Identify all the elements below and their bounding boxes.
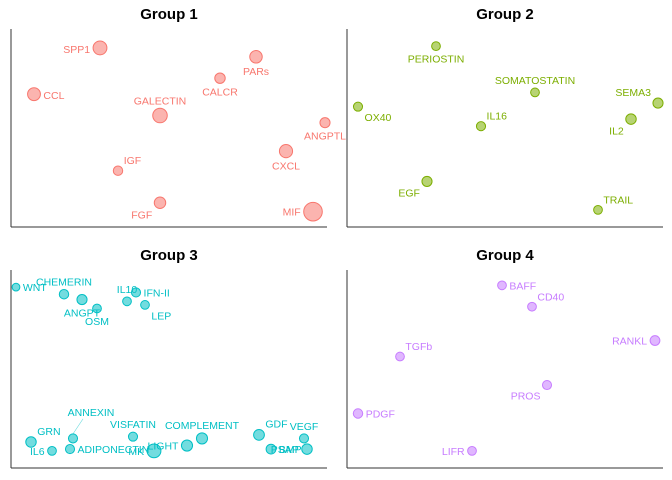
point-lep	[140, 300, 150, 310]
point-label: SPP1	[63, 44, 90, 56]
point-label: CCL	[43, 90, 64, 102]
point-adiponectin	[64, 444, 76, 455]
point-label: PROS	[511, 391, 541, 403]
point-pars	[249, 50, 263, 64]
point-label: OX40	[365, 112, 392, 124]
point-lifr	[467, 446, 477, 456]
point-galectin	[152, 107, 168, 124]
point-vegf	[298, 433, 310, 444]
point-fgf	[153, 196, 167, 209]
point-label: ADIPONECTIN	[78, 444, 150, 456]
point-label: MK	[128, 446, 144, 458]
point-label: RANKL	[612, 336, 647, 348]
point-light	[180, 439, 194, 452]
point-ccl	[27, 87, 41, 102]
point-label: SOMATOSTATIN	[495, 75, 575, 87]
point-label: GRN	[37, 426, 60, 438]
point-annexin	[67, 433, 79, 444]
point-pdgf	[352, 408, 364, 419]
point-label: CXCL	[272, 161, 300, 173]
panel-title: Group 2	[476, 6, 534, 23]
point-rankl	[649, 335, 661, 346]
point-gdf	[253, 428, 265, 441]
point-egf	[421, 175, 433, 187]
point-sema3	[652, 97, 664, 109]
panel-1: Group 1 SPP1 PARs CALCR CCL GALECTIN ANGPTL CXC…	[10, 6, 346, 228]
point-label: OSM	[85, 316, 109, 328]
point-label: ANGPT	[64, 308, 101, 320]
point-psap	[301, 443, 313, 455]
point-label: IFN-II	[144, 287, 170, 299]
point-label: IL16	[487, 111, 508, 123]
point-label: COMPLEMENT	[165, 420, 240, 432]
point-label: TGFb	[405, 341, 432, 353]
point-label: VEGF	[290, 421, 319, 433]
point-cd40	[527, 301, 537, 312]
point-il10	[122, 296, 132, 307]
point-il16	[475, 121, 487, 132]
point-periostin	[431, 41, 441, 51]
point-mif	[303, 201, 323, 222]
panel-2: Group 2 PERIOSTIN SOMATOSTATIN SEMA3 OX40 IL2…	[346, 6, 664, 228]
point-label: CHEMERIN	[36, 277, 92, 289]
point-visfatin	[127, 431, 139, 442]
point-label: LEP	[151, 310, 171, 322]
point-angpt	[76, 294, 88, 306]
point-label: CD40	[537, 291, 564, 303]
point-label: PERIOSTIN	[408, 53, 465, 65]
point-label: WNT	[23, 282, 47, 294]
point-osm	[92, 303, 102, 314]
panel-title: Group 3	[140, 247, 198, 264]
point-label: GALECTIN	[134, 95, 187, 107]
point-complement	[195, 432, 209, 445]
point-tgfb	[395, 351, 405, 362]
point-label: PSAP	[271, 444, 299, 456]
point-label: BAFF	[509, 280, 536, 292]
point-mk	[146, 443, 162, 459]
point-label: ANNEXIN	[68, 407, 115, 419]
point-ifn-ii	[130, 287, 142, 298]
point-label: TRAIL	[603, 195, 633, 207]
point-cxcl	[278, 144, 294, 159]
point-bmp	[265, 443, 277, 455]
point-label: SEMA3	[615, 87, 651, 99]
point-label: GDF	[265, 418, 287, 430]
point-grn	[25, 436, 37, 448]
point-ox40	[352, 101, 364, 112]
point-calcr	[214, 72, 226, 84]
panels-layer: Group 1 SPP1 PARs CALCR CCL GALECTIN ANGPTL CXC…	[10, 6, 664, 469]
point-igf	[112, 165, 124, 176]
point-pros	[541, 379, 553, 391]
point-label: LIGHT	[148, 441, 180, 453]
point-label: LIFR	[442, 446, 465, 458]
point-label: CALCR	[202, 86, 238, 98]
point-label: FGF	[131, 209, 152, 221]
point-label: PARs	[243, 66, 269, 78]
panel-title: Group 1	[140, 6, 198, 23]
point-il6	[47, 446, 57, 456]
label-leader-line	[72, 418, 84, 435]
point-label: ANGPTL	[304, 131, 346, 143]
point-trail	[593, 205, 603, 215]
point-label: MIF	[283, 207, 301, 219]
point-il2	[625, 113, 637, 125]
point-wnt	[11, 282, 21, 292]
point-label: IL2	[609, 125, 624, 137]
point-spp1	[92, 40, 108, 56]
point-chemerin	[58, 289, 70, 300]
point-label: IL6	[30, 446, 45, 458]
panel-title: Group 4	[476, 247, 534, 264]
point-label: VISFATIN	[110, 419, 156, 431]
point-label: BMP	[279, 444, 302, 456]
point-label: EGF	[398, 187, 420, 199]
point-baff	[497, 280, 507, 291]
point-label: IGF	[124, 155, 141, 167]
point-somatostatin	[530, 87, 540, 98]
point-label: PDGF	[366, 409, 395, 421]
point-angptl	[319, 117, 331, 129]
